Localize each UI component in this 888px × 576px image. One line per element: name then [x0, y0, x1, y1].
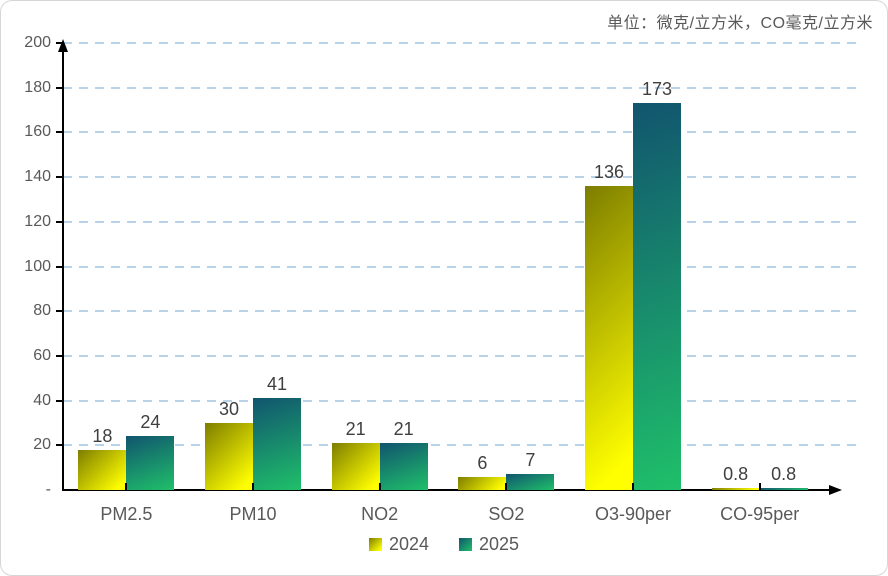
bar-2025-so2: 7: [506, 450, 555, 490]
legend-item-2025: 2025: [459, 534, 519, 555]
x-category-label-pm10: PM10: [229, 504, 277, 524]
y-tick-label: 120: [24, 212, 51, 230]
y-axis-tick: [56, 444, 63, 447]
bar-2025-pm2.5: 24: [126, 412, 175, 490]
y-tick-label: 20: [33, 436, 51, 454]
y-tick-labels: - 20 40 60 80 100 120 140 160 180 200: [3, 34, 51, 498]
bar-group-pm10: 30 41: [190, 43, 317, 491]
y-axis-tick: [56, 265, 63, 268]
legend-label: 2024: [388, 534, 429, 554]
y-axis-tick: [56, 176, 63, 179]
bar-value-label: 21: [345, 419, 366, 440]
x-category-label-no2: NO2: [361, 504, 399, 524]
y-axis-tick: [56, 220, 63, 223]
x-axis-tick: [378, 483, 381, 491]
legend: 2024 2025: [1, 534, 887, 555]
bar-value-label: 24: [140, 412, 161, 433]
bar-2025-co-95per: 0.8: [759, 464, 808, 490]
y-axis-tick: [56, 399, 63, 402]
y-tick-label: 160: [24, 123, 51, 141]
bar-value-label: 173: [641, 79, 673, 100]
gridline: [63, 86, 857, 89]
gridline: [63, 131, 857, 134]
bar-2024-co-95per: 0.8: [711, 464, 760, 490]
bar-group-o3-90per: 136 173: [570, 43, 697, 491]
bar-2025-no2: 21: [379, 419, 428, 490]
x-axis-tick: [758, 483, 761, 491]
y-axis-line: [62, 51, 64, 491]
gridline: [63, 399, 857, 402]
bar-group-no2: 21 21: [316, 43, 443, 491]
x-category-label-o3-90per: O3-90per: [595, 504, 672, 524]
legend-swatch-icon: [368, 538, 382, 551]
bars-layer: 18 24 30 41 21 21 6 7 136 173 0.8 0.8: [63, 43, 823, 491]
unit-title: 单位：微克/立方米，CO毫克/立方米: [607, 15, 873, 32]
bar-value-label: 136: [593, 162, 625, 182]
y-tick-label: -: [45, 481, 51, 498]
y-axis-tick: [56, 86, 63, 89]
x-axis-tick: [125, 483, 128, 491]
gridline: [63, 176, 857, 179]
legend-swatch-icon: [459, 538, 472, 551]
y-tick-label: 200: [24, 34, 51, 51]
x-axis-tick: [632, 483, 635, 491]
x-category-label-so2: SO2: [488, 504, 525, 524]
gridline: [63, 354, 857, 357]
y-axis-arrow-icon: [58, 39, 68, 52]
y-tick-label: 140: [24, 168, 51, 186]
x-axis-tick: [505, 483, 508, 491]
bar-value-label: 6: [477, 452, 488, 473]
bar-2024-pm2.5: 18: [78, 426, 127, 490]
bar-2025-o3-90per: 173: [633, 79, 682, 490]
y-axis-tick: [56, 354, 63, 357]
bar-2024-pm10: 30: [205, 399, 253, 490]
bar-group-co-95per: 0.8 0.8: [696, 43, 823, 491]
bar-value-label: 30: [218, 399, 240, 419]
bar-value-label: 0.8: [723, 464, 749, 485]
gridline: [63, 265, 857, 268]
x-category-label-pm2.5: PM2.5: [100, 504, 153, 524]
bar-2025-pm10: 41: [253, 374, 301, 490]
y-axis-tick: [56, 131, 63, 134]
x-category-labels: PM2.5 PM10 NO2 SO2 O3-90per CO-95per: [63, 504, 823, 525]
gridline: [63, 220, 857, 223]
bar-2024-o3-90per: 136: [585, 162, 634, 490]
bar-group-pm2.5: 18 24: [63, 43, 190, 491]
legend-label: 2025: [479, 534, 520, 554]
y-tick-label: 40: [33, 391, 51, 409]
gridline: [63, 310, 857, 313]
y-tick-label: 100: [24, 257, 51, 275]
bar-2024-so2: 6: [458, 453, 507, 490]
y-tick-label: 180: [24, 78, 51, 96]
y-tick-label: 80: [33, 302, 51, 320]
x-axis-tick: [252, 483, 254, 491]
bar-value-label: 21: [393, 419, 414, 440]
x-axis-line: [62, 489, 831, 491]
gridline: [63, 42, 857, 44]
y-tick-label: 60: [33, 346, 51, 364]
bar-2024-no2: 21: [331, 419, 380, 490]
x-axis-arrow-icon: [829, 485, 842, 495]
bar-value-label: 41: [266, 374, 288, 395]
y-axis-tick: [56, 310, 63, 313]
x-category-label-co-95per: CO-95per: [720, 504, 800, 524]
bar-value-label: 18: [92, 425, 113, 446]
grid-layer: [56, 42, 857, 490]
legend-item-2024: 2024: [368, 534, 429, 555]
gridline: [63, 444, 857, 447]
bar-value-label: 0.8: [771, 464, 797, 485]
bar-value-label: 7: [525, 450, 536, 471]
